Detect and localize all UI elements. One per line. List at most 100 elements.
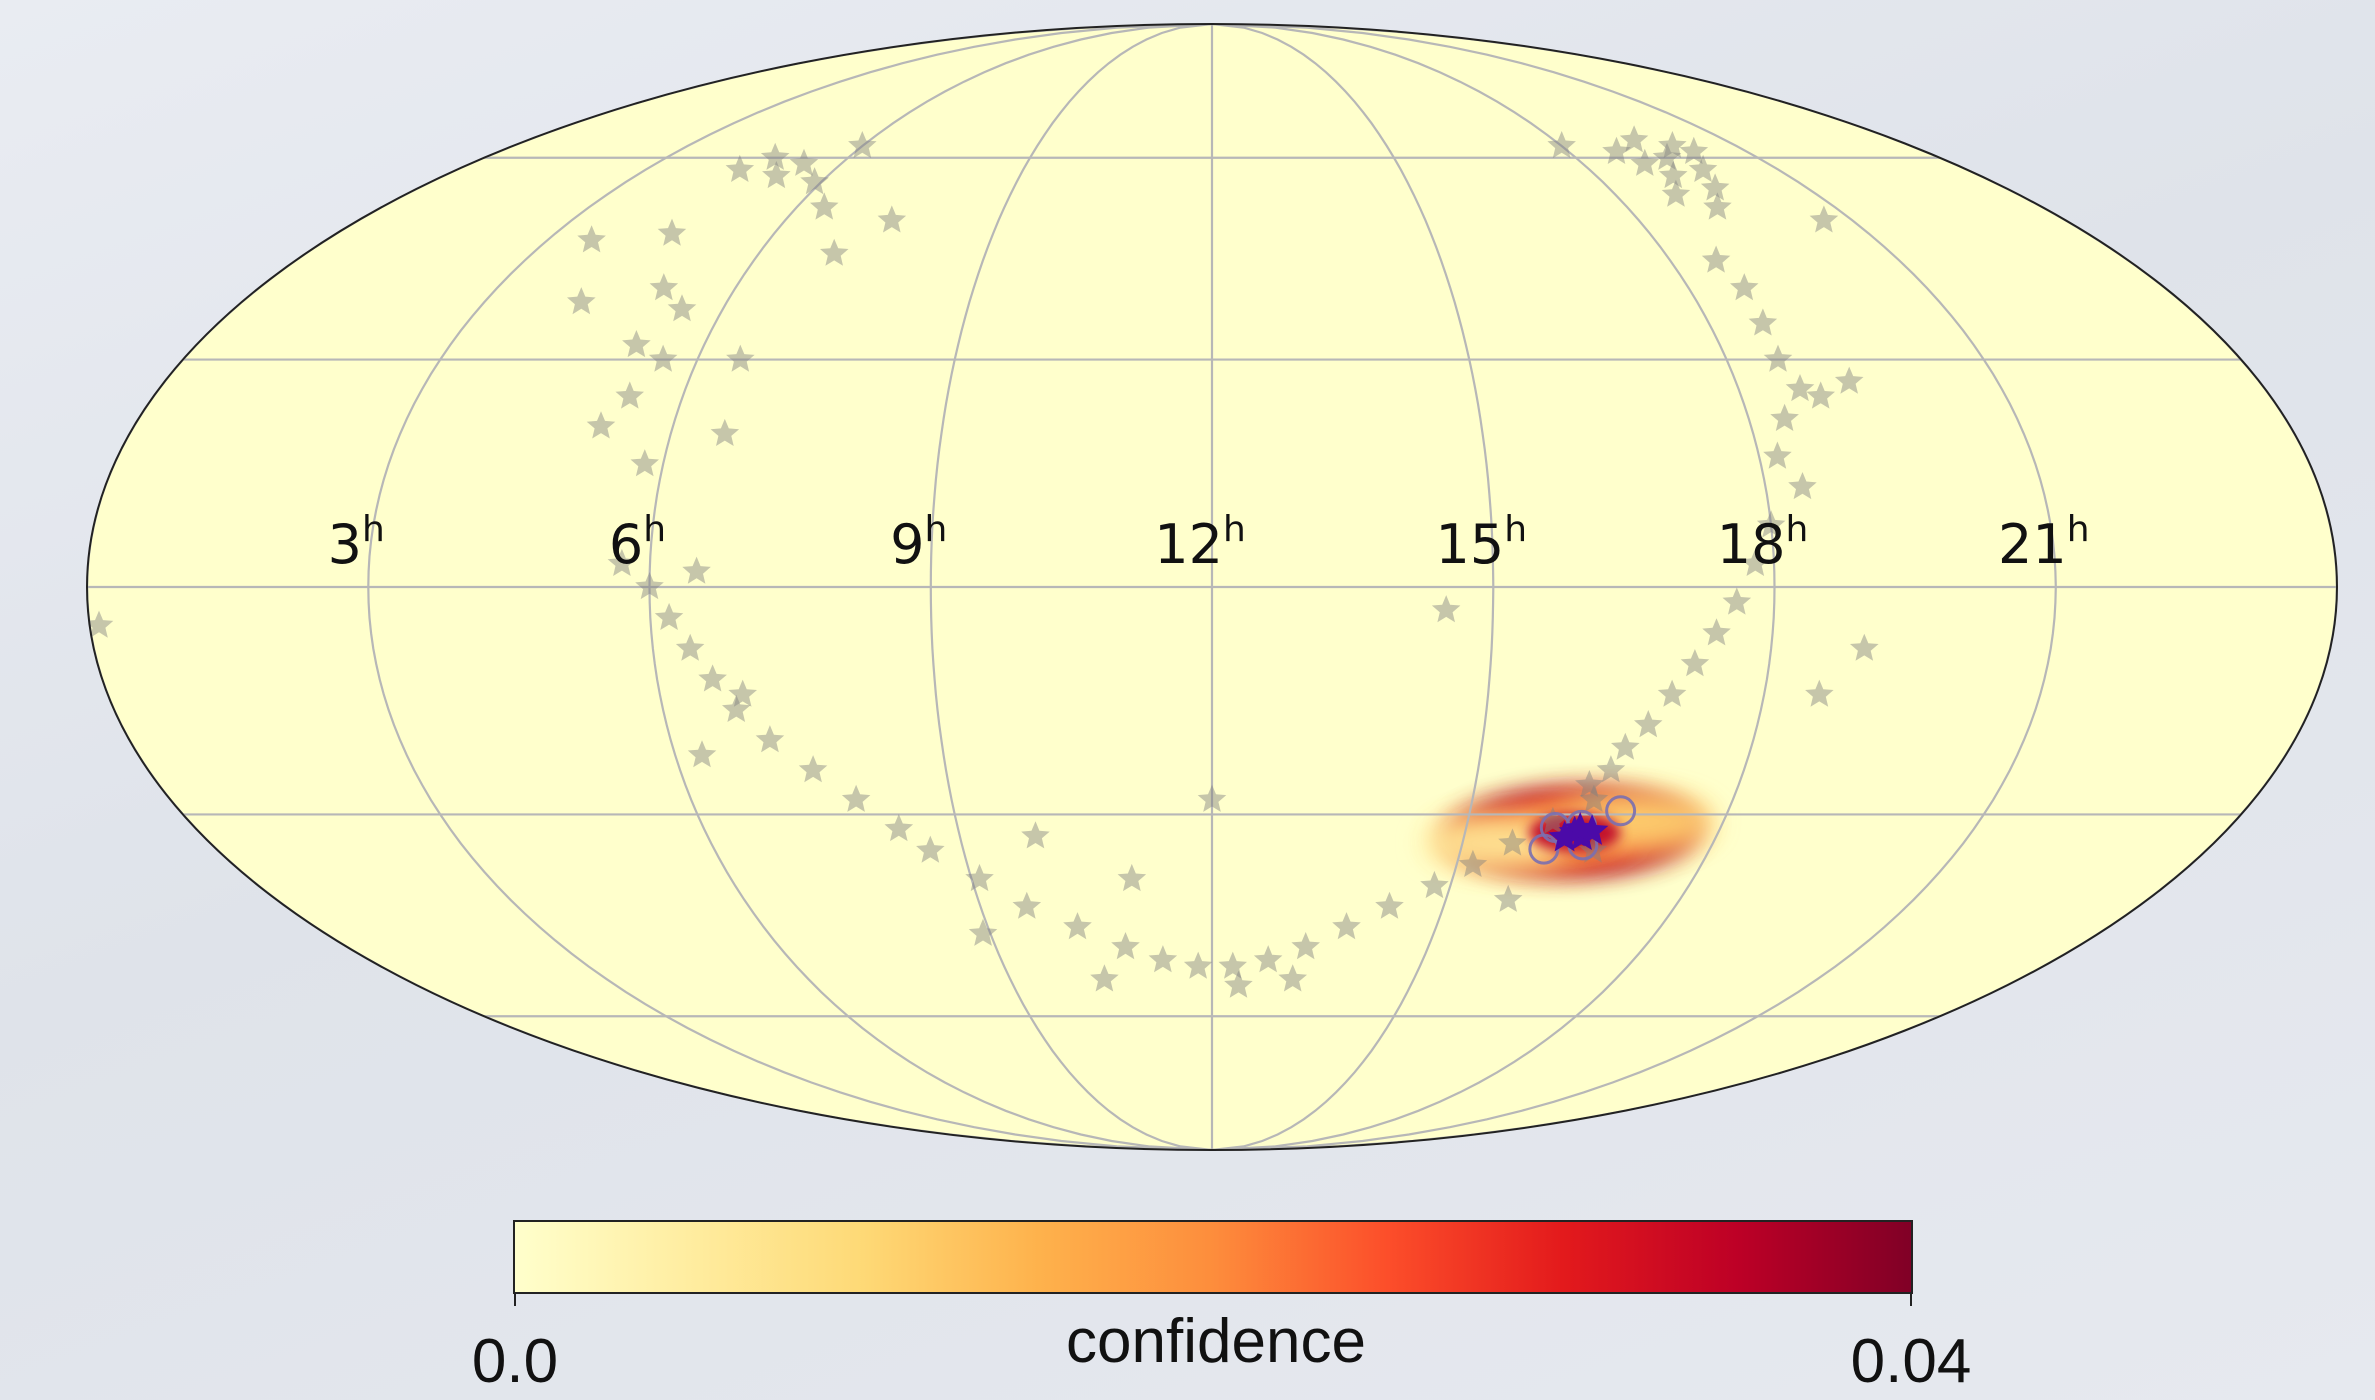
star-marker (577, 225, 606, 253)
star-marker (755, 725, 785, 753)
ra-label: 3h (328, 509, 385, 576)
ra-gridline (1211, 24, 2057, 1150)
star-marker (1834, 366, 1864, 394)
colorbar-title: confidence (1066, 1307, 1366, 1376)
star-marker (1278, 964, 1307, 992)
star-marker (789, 148, 819, 176)
star-marker (1763, 441, 1792, 469)
star-marker (820, 238, 849, 266)
star-marker (1741, 548, 1770, 576)
star-marker (1703, 192, 1732, 220)
star-marker (1547, 131, 1576, 159)
star-marker (1634, 710, 1663, 738)
star-marker (1218, 951, 1247, 979)
star-marker (1291, 932, 1320, 960)
star-marker (630, 449, 659, 477)
star-marker (728, 679, 757, 707)
star-marker (682, 556, 711, 584)
star-marker (1111, 932, 1140, 960)
star-marker (1012, 891, 1042, 919)
colorbar-gradient (513, 1220, 1913, 1294)
colorbar: 0.0 confidence 0.04 (472, 1220, 1971, 1396)
star-marker (1493, 884, 1523, 912)
star-marker (1770, 403, 1799, 431)
star-marker (1658, 131, 1687, 159)
star-marker (1630, 148, 1659, 176)
star-marker (586, 411, 616, 439)
circle-marker (1605, 795, 1637, 827)
ra-label: 9h (890, 509, 947, 576)
star-marker (1183, 951, 1213, 979)
star-marker (635, 572, 664, 600)
star-marker (1763, 344, 1793, 372)
star-marker (798, 755, 828, 783)
star-marker (648, 344, 678, 372)
star-marker (1659, 161, 1688, 189)
star-marker (1688, 154, 1718, 182)
ra-label: 18h (1717, 509, 1809, 576)
ra-label: 21h (1998, 509, 2090, 576)
star-marker (1420, 870, 1449, 899)
star-marker (1657, 679, 1687, 707)
star-marker (800, 167, 829, 195)
star-marker (1619, 125, 1649, 153)
star-marker (1785, 374, 1815, 402)
star-marker (1148, 945, 1178, 973)
star-marker (968, 918, 998, 946)
star-marker (654, 602, 684, 630)
star-marker (1679, 136, 1709, 164)
star-marker (687, 740, 717, 768)
star-marker (1538, 806, 1568, 834)
star-marker (1756, 510, 1786, 538)
star-marker (1063, 912, 1092, 940)
core-marker (1564, 812, 1597, 843)
star-marker (725, 154, 755, 182)
star-marker (1702, 618, 1731, 646)
star-marker (649, 273, 679, 301)
star-marker (1579, 784, 1609, 812)
star-marker (622, 330, 651, 358)
star-marker (760, 142, 790, 170)
ra-label: 12h (1154, 509, 1246, 576)
star-marker (1431, 595, 1461, 623)
map-outline (86, 23, 2338, 1151)
star-marker (1809, 205, 1839, 233)
star-marker (722, 694, 751, 722)
star-marker (657, 218, 687, 246)
ra-gridline (367, 24, 1213, 1150)
star-marker (698, 664, 727, 692)
star-marker (1117, 863, 1147, 892)
ra-gridline (929, 24, 1213, 1150)
ra-gridline (1211, 24, 1776, 1150)
star-marker (1680, 649, 1710, 677)
ra-gridline (648, 24, 1213, 1150)
star-marker (1197, 784, 1227, 812)
colorbar-min-label: 0.0 (472, 1327, 558, 1396)
star-marker (1458, 849, 1488, 877)
star-marker (726, 344, 755, 372)
core-points (1548, 812, 1609, 852)
star-marker (1611, 732, 1640, 760)
star-marker (810, 192, 839, 220)
star-marker (710, 418, 740, 446)
star-marker (1021, 821, 1050, 849)
star-marker (965, 863, 994, 892)
star-marker (877, 205, 907, 233)
star-marker (1332, 912, 1361, 940)
star-marker (1602, 136, 1631, 164)
star-marker (1806, 381, 1835, 409)
star-marker (1575, 770, 1604, 798)
star-marker (1596, 755, 1626, 783)
ra-label: 6h (609, 509, 666, 576)
star-marker (87, 610, 114, 638)
star-marker (1722, 587, 1752, 615)
star-marker (1661, 179, 1691, 207)
ra-gridline (1211, 24, 1495, 1150)
star-points (87, 125, 1879, 998)
star-marker (615, 381, 644, 409)
ra-labels: 21h 18h 15h 12h 9h 6h 3h (328, 509, 2090, 576)
star-marker (675, 633, 705, 661)
star-marker (1805, 679, 1834, 707)
core-marker (1548, 820, 1581, 852)
